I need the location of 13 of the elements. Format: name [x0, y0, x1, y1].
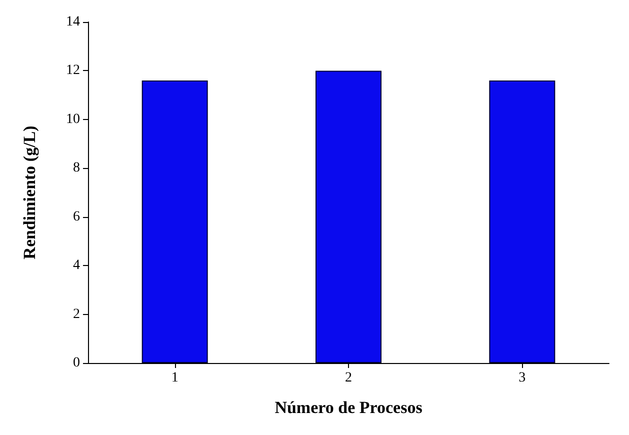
y-tick-label: 12	[66, 63, 80, 78]
y-tick-label: 8	[73, 160, 80, 176]
x-axis-title: Número de Procesos	[274, 398, 423, 417]
y-tick-label: 2	[73, 306, 80, 322]
x-tick-label: 2	[345, 370, 352, 386]
y-tick-label: 4	[73, 258, 80, 274]
x-tick-label: 1	[171, 370, 178, 386]
y-tick-label: 14	[66, 14, 80, 30]
y-tick-label: 0	[73, 356, 80, 370]
y-axis-title: Rendimiento (g/L)	[20, 126, 39, 260]
y-tick-label: 6	[73, 209, 80, 224]
x-tick-label: 3	[518, 370, 526, 386]
y-tick-label: 10	[66, 112, 80, 127]
